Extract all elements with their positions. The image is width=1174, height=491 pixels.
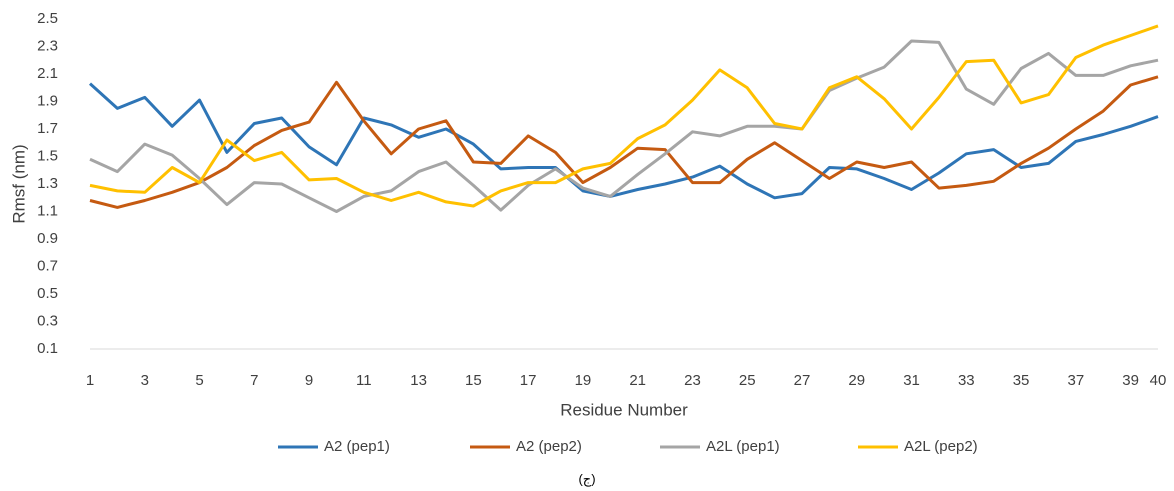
x-tick-label: 3 — [141, 372, 149, 389]
x-tick-label: 21 — [629, 372, 646, 389]
y-tick-label: 1.3 — [37, 175, 58, 192]
x-tick-label: 27 — [794, 372, 811, 389]
series-line — [88, 82, 1159, 200]
y-tick-label: 1.1 — [37, 202, 58, 219]
x-tick-label: 25 — [739, 372, 756, 389]
x-tick-label: 11 — [356, 372, 372, 389]
y-tick-label: 2.1 — [37, 65, 58, 82]
x-tick-label: 33 — [958, 372, 975, 389]
y-tick-label: 0.5 — [37, 285, 58, 302]
x-tick-label: 23 — [684, 372, 701, 389]
x-tick-label: 5 — [195, 372, 203, 389]
y-tick-label: 0.1 — [37, 340, 58, 357]
y-tick-label: 2.5 — [37, 10, 58, 27]
x-tick-label: 40 — [1150, 372, 1167, 389]
y-tick-label: 1.7 — [37, 120, 58, 137]
y-axis-label: Rmsf (nm) — [9, 144, 28, 223]
y-tick-label: 2.3 — [37, 37, 58, 54]
legend-label: A2 (pep2) — [516, 438, 582, 455]
x-tick-label: 15 — [465, 372, 482, 389]
y-tick-label: 0.9 — [37, 230, 58, 247]
legend-label: A2L (pep1) — [706, 438, 780, 455]
x-tick-label: 9 — [305, 372, 313, 389]
series-line — [89, 24, 1159, 208]
x-tick-label: 13 — [410, 372, 427, 389]
y-tick-label: 1.5 — [37, 147, 58, 164]
x-tick-label: 35 — [1013, 372, 1030, 389]
x-tick-label: 39 — [1122, 372, 1139, 389]
y-tick-label: 1.9 — [37, 92, 58, 109]
x-tick-label: 37 — [1068, 372, 1085, 389]
x-tick-label: 31 — [903, 372, 920, 389]
x-tick-label: 19 — [575, 372, 592, 389]
y-tick-label: 0.7 — [37, 257, 58, 274]
x-axis-label: Residue Number — [560, 400, 688, 419]
x-tick-label: 7 — [250, 372, 258, 389]
x-tick-label: 17 — [520, 372, 537, 389]
y-tick-label: 0.3 — [37, 312, 58, 329]
legend-label: A2 (pep1) — [324, 438, 390, 455]
series-line — [89, 75, 1159, 209]
series-line — [89, 39, 1159, 213]
x-tick-label: 1 — [86, 372, 94, 389]
legend-label: A2L (pep2) — [904, 438, 978, 455]
caption: (ج) — [578, 471, 595, 487]
x-tick-label: 29 — [848, 372, 865, 389]
